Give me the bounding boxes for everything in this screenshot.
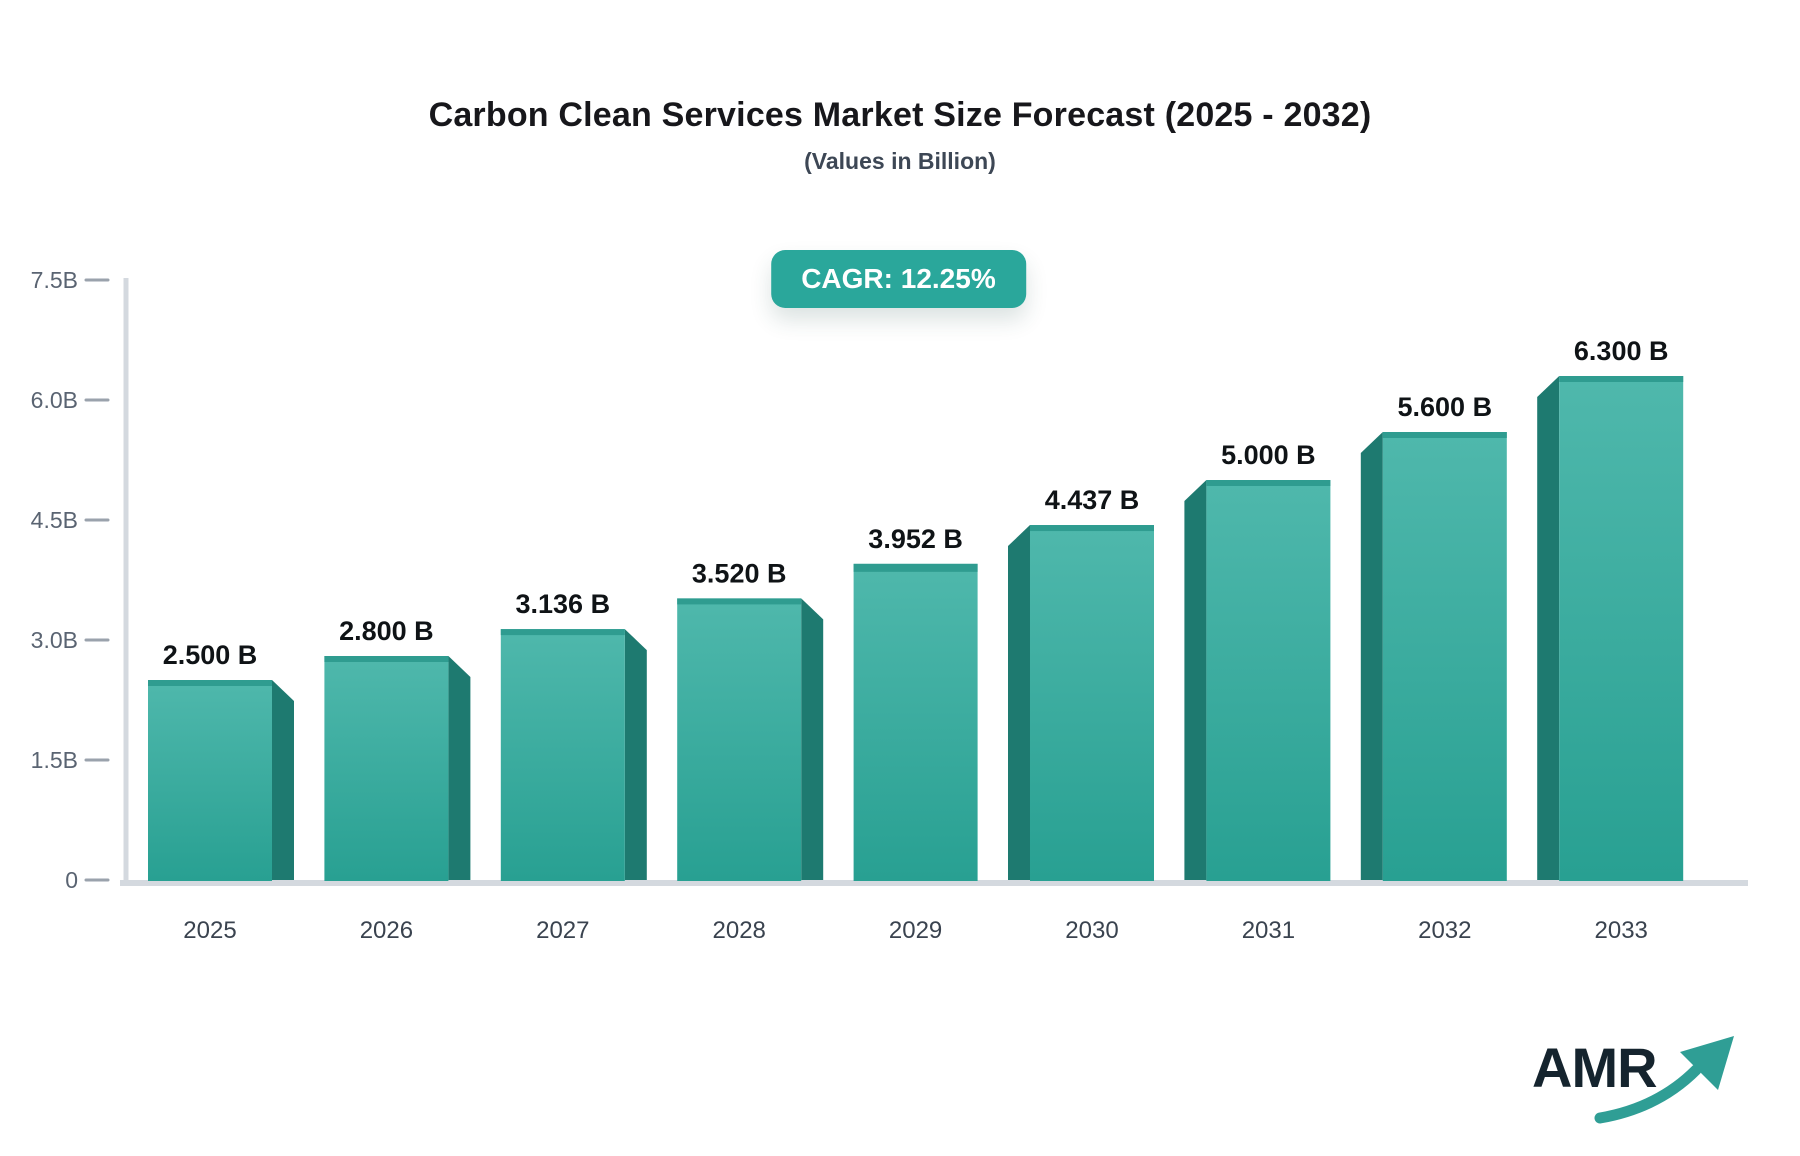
y-tick-label: 4.5B (31, 507, 78, 533)
amr-logo: AMR (1532, 1032, 1762, 1132)
bar-2033: 6.300 B 2033 (1537, 336, 1684, 944)
bar-top-edge (148, 680, 272, 686)
x-axis-label: 2031 (1242, 917, 1295, 944)
amr-logo-text: AMR (1532, 1036, 1658, 1099)
bar-top-edge (1206, 480, 1331, 486)
bar-front-face (677, 598, 802, 881)
chart-title: Carbon Clean Services Market Size Foreca… (428, 96, 1372, 134)
bar-2025: 2.500 B 2025 (148, 640, 294, 944)
x-axis-label: 2033 (1595, 917, 1648, 944)
bar-side-face (1184, 480, 1207, 880)
bar-side-face (1537, 376, 1560, 880)
y-tick-label: 3.0B (31, 627, 78, 653)
bar-value-label: 5.000 B (1221, 440, 1316, 470)
bar-value-label: 3.952 B (868, 524, 963, 554)
bar-top-edge (1030, 525, 1154, 532)
bar-side-face (448, 656, 471, 880)
y-tick-label: 6.0B (31, 387, 78, 413)
bar-front-face (1382, 432, 1507, 881)
bar-side-face (624, 629, 647, 880)
bar-top-edge (1382, 432, 1507, 438)
bar-top-edge (500, 629, 625, 636)
x-axis-label: 2032 (1418, 917, 1471, 944)
bar-2029: 3.952 B 2029 (853, 524, 978, 944)
x-axis-label: 2030 (1065, 917, 1118, 944)
y-axis: 0 1.5B 3.0B 4.5B 6.0B 7.5B (31, 267, 110, 893)
bar-front-face (1206, 480, 1331, 881)
bar-value-label: 3.520 B (692, 558, 787, 588)
x-axis-label: 2028 (713, 917, 766, 944)
y-tick-label: 1.5B (31, 747, 78, 773)
bar-front-face (1559, 376, 1684, 881)
bar-side-face (801, 598, 824, 880)
bar-top-edge (1559, 376, 1684, 382)
bar-2031: 5.000 B 2031 (1184, 440, 1331, 944)
bar-value-label: 4.437 B (1045, 485, 1140, 515)
bar-side-face (1360, 432, 1383, 880)
bar-value-label: 6.300 B (1574, 336, 1669, 366)
bar-side-face (1008, 525, 1030, 880)
x-axis-label: 2029 (889, 917, 942, 944)
bar-front-face (1030, 525, 1154, 881)
bar-value-label: 2.500 B (163, 640, 258, 670)
bar-front-face (853, 563, 978, 881)
bar-top-edge (324, 656, 449, 662)
bar-value-label: 2.800 B (339, 616, 434, 646)
chart-subtitle: (Values in Billion) (804, 148, 996, 174)
bar-2028: 3.520 B 2028 (677, 558, 824, 944)
bar-2026: 2.800 B 2026 (324, 616, 471, 944)
x-axis-label: 2025 (183, 917, 236, 944)
bar-top-edge (677, 598, 802, 605)
bar-top-edge (853, 563, 978, 572)
bar-2027: 3.136 B 2027 (500, 589, 647, 944)
cagr-badge: CAGR: 12.25% (771, 250, 1026, 308)
x-axis-line (120, 880, 1748, 886)
bar-value-label: 3.136 B (516, 589, 611, 619)
y-tick-label: 0 (65, 867, 78, 893)
bar-front-face (500, 629, 625, 881)
bar-2030: 4.437 B 2030 (1008, 485, 1154, 944)
bar-side-face (272, 680, 294, 880)
bar-front-face (148, 680, 272, 881)
y-axis-line (123, 278, 129, 886)
bar-value-label: 5.600 B (1398, 392, 1493, 422)
bar-2032: 5.600 B 2032 (1360, 392, 1507, 944)
growth-arrow-icon (1594, 1036, 1734, 1124)
y-tick-label: 7.5B (31, 267, 78, 293)
x-axis-label: 2026 (360, 917, 413, 944)
x-axis-label: 2027 (536, 917, 589, 944)
bar-front-face (324, 656, 449, 881)
